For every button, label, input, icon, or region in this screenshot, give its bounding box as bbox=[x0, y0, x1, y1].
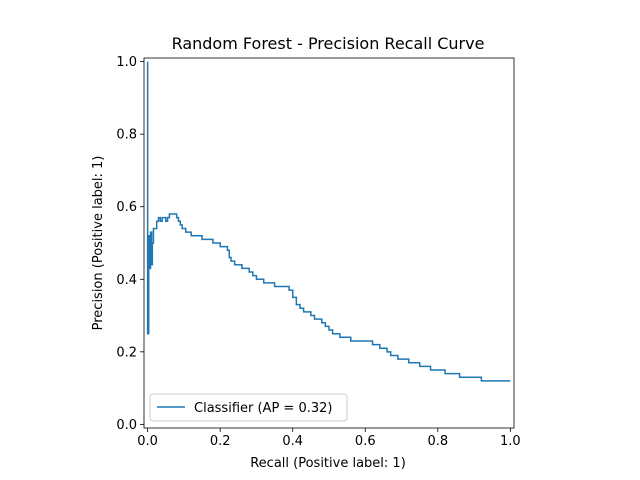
series-line-0 bbox=[146, 61, 511, 382]
legend-box bbox=[149, 393, 348, 422]
x-tick-label: 0.2 bbox=[210, 434, 231, 449]
y-tick-label: 0.6 bbox=[116, 200, 137, 215]
x-tick-label: 0.8 bbox=[427, 434, 448, 449]
axes-frame bbox=[143, 57, 515, 429]
y-tick-label: 0.4 bbox=[116, 273, 137, 288]
x-axis: 0.0 0.2 0.4 0.6 0.8 1.0 bbox=[137, 428, 521, 449]
x-tick-label: 0.0 bbox=[137, 434, 158, 449]
chart-title: Random Forest - Precision Recall Curve bbox=[172, 34, 485, 53]
y-tick-label: 0.8 bbox=[116, 128, 137, 143]
legend-label: Classifier (AP = 0.32) bbox=[194, 401, 332, 416]
y-axis-title: Precision (Positive label: 1) bbox=[91, 156, 106, 331]
plot-area bbox=[143, 57, 515, 429]
y-tick-label: 0.0 bbox=[116, 418, 137, 433]
y-tick-label: 0.2 bbox=[116, 345, 137, 360]
y-axis: 0.0 0.2 0.4 0.6 0.8 1.0 bbox=[116, 55, 144, 433]
legend: Classifier (AP = 0.32) bbox=[149, 393, 348, 422]
x-axis-title: Recall (Positive label: 1) bbox=[250, 456, 406, 471]
x-tick-label: 0.4 bbox=[282, 434, 303, 449]
x-tick-label: 0.6 bbox=[355, 434, 376, 449]
x-tick-label: 1.0 bbox=[500, 434, 521, 449]
y-tick-label: 1.0 bbox=[116, 55, 137, 70]
